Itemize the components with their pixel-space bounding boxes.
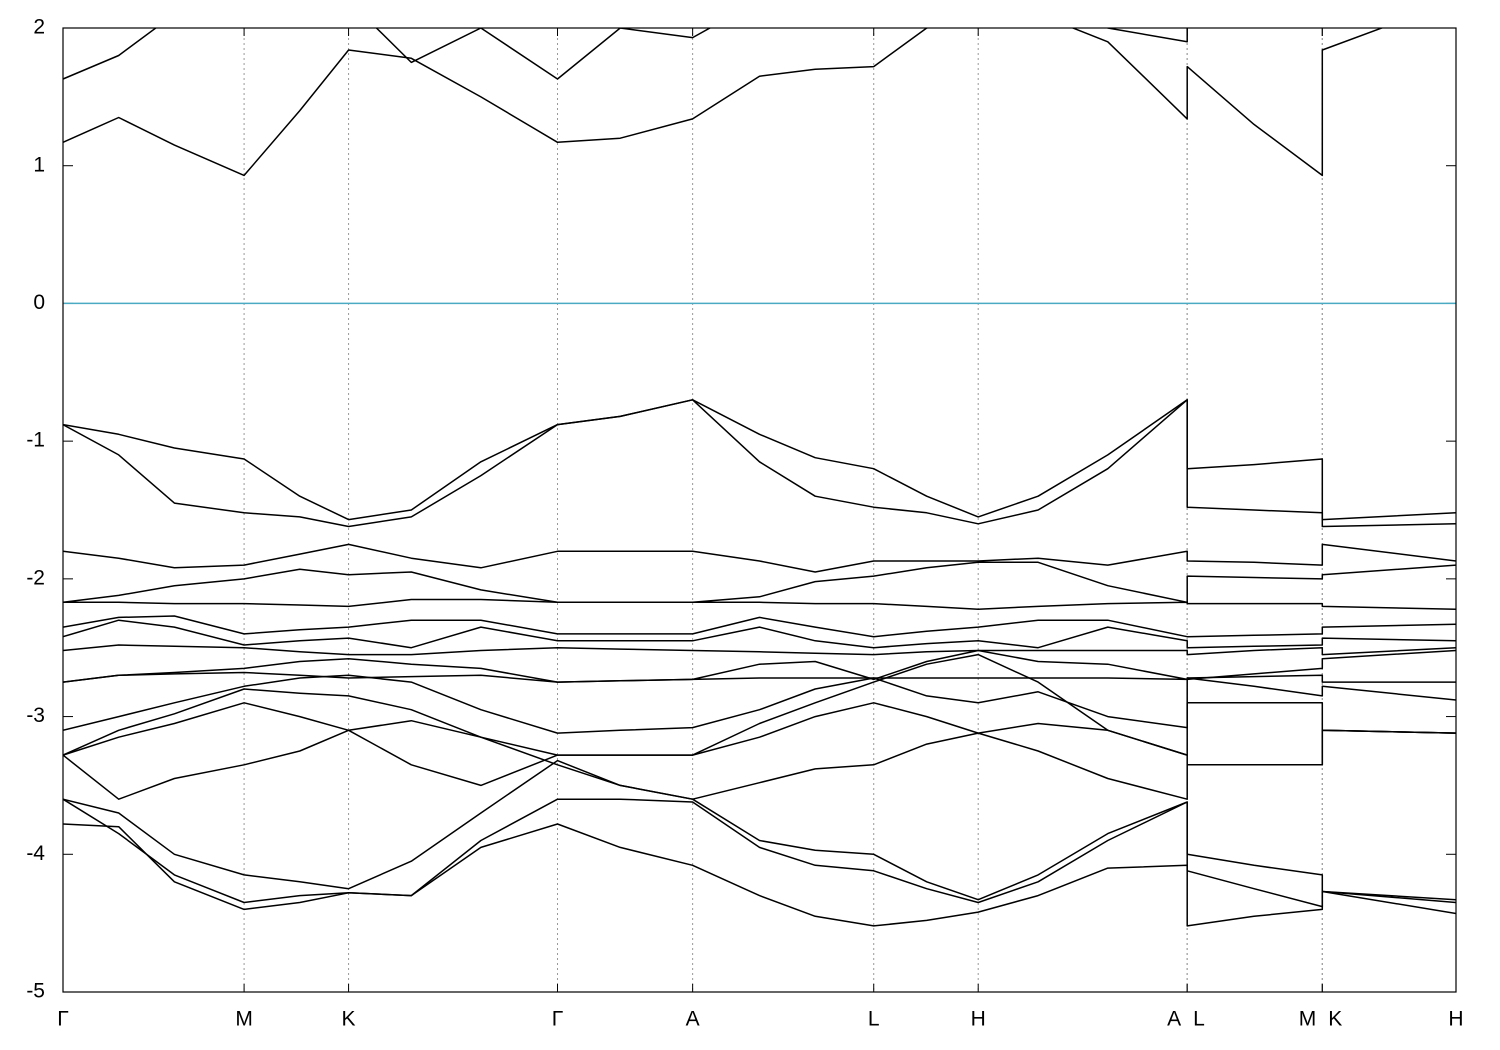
x-tick-label: L [1193, 1008, 1205, 1031]
x-tick-label: A [1167, 1008, 1181, 1031]
band-line [63, 399, 1456, 528]
plot-frame [62, 27, 1457, 993]
band-line [63, 674, 1456, 734]
band-line [63, 598, 1456, 610]
band-line [63, 644, 1456, 656]
band-line [63, 671, 1456, 683]
x-tick-label: Γ [552, 1008, 564, 1031]
y-tick-label: 1 [33, 153, 45, 176]
y-tick-label: -3 [26, 704, 45, 727]
y-tick-label: -5 [26, 980, 45, 1003]
band-line [63, 619, 1456, 649]
x-tick-label: H [1448, 1008, 1463, 1031]
band-line [63, 798, 1456, 908]
band-line [63, 653, 1456, 756]
y-tick-label: -4 [26, 842, 45, 865]
y-tick-label: -1 [26, 429, 45, 452]
x-tick-label: H [971, 1008, 986, 1031]
y-tick-label: -2 [26, 566, 45, 589]
band-line [63, 561, 1456, 604]
x-tick-label: A [686, 1008, 700, 1031]
x-tick-label: K [1328, 1008, 1342, 1031]
band-line [63, 759, 1456, 901]
x-tick-label: K [342, 1008, 356, 1031]
plot-area [63, 28, 1456, 927]
x-tick-label: M [1299, 1008, 1317, 1031]
band-line [63, 823, 1456, 927]
band-line [63, 543, 1456, 573]
band-line [63, 615, 1456, 638]
x-tick-label: M [235, 1008, 253, 1031]
band-line [63, 28, 1384, 177]
x-tick-label: Γ [57, 1008, 69, 1031]
y-tick-label: 2 [33, 16, 45, 39]
band-line [63, 399, 1456, 521]
band-line [63, 719, 1456, 800]
x-tick-label: L [868, 1008, 880, 1031]
y-tick-label: 0 [33, 291, 45, 314]
